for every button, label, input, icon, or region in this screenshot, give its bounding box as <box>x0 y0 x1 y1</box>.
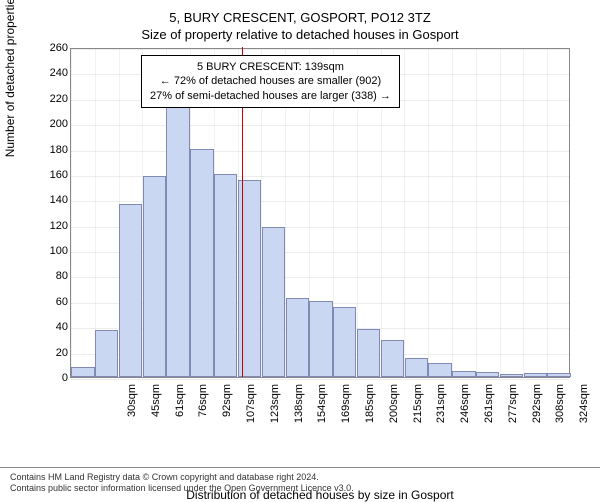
x-tick-label: 169sqm <box>340 384 352 434</box>
histogram-bar <box>381 340 404 377</box>
x-tick-label: 30sqm <box>126 384 138 434</box>
y-tick-label: 200 <box>30 118 68 130</box>
x-tick-label: 261sqm <box>483 384 495 434</box>
gridline-v <box>71 49 72 377</box>
gridline-v <box>404 49 405 377</box>
histogram-bar <box>357 329 380 377</box>
chart-title-main: 5, BURY CRESCENT, GOSPORT, PO12 3TZ <box>0 0 600 25</box>
gridline-v <box>547 49 548 377</box>
gridline-h <box>71 49 569 50</box>
chart-area: Number of detached properties 0204060801… <box>30 48 590 418</box>
y-tick-label: 180 <box>30 144 68 156</box>
gridline-v <box>523 49 524 377</box>
y-tick-label: 60 <box>30 296 68 308</box>
x-tick-label: 138sqm <box>293 384 305 434</box>
x-tick-label: 292sqm <box>531 384 543 434</box>
histogram-bar <box>166 100 189 377</box>
gridline-v <box>500 49 501 377</box>
histogram-bar <box>71 367 94 377</box>
histogram-bar <box>547 373 570 377</box>
histogram-bar <box>476 372 499 377</box>
y-tick-label: 20 <box>30 347 68 359</box>
x-tick-label: 61sqm <box>174 384 186 434</box>
chart-title-sub: Size of property relative to detached ho… <box>0 25 600 48</box>
histogram-bar <box>309 301 332 377</box>
y-tick-label: 240 <box>30 67 68 79</box>
histogram-bar <box>500 374 523 377</box>
histogram-bar <box>95 330 118 377</box>
x-tick-label: 246sqm <box>459 384 471 434</box>
x-tick-label: 92sqm <box>221 384 233 434</box>
histogram-bar <box>143 176 166 377</box>
histogram-bar <box>262 227 285 377</box>
y-tick-label: 0 <box>30 372 68 384</box>
y-axis-label: Number of detached properties <box>3 0 17 157</box>
footer-line-1: Contains HM Land Registry data © Crown c… <box>10 472 590 483</box>
x-tick-label: 215sqm <box>412 384 424 434</box>
histogram-bar <box>452 371 475 377</box>
x-tick-label: 200sqm <box>388 384 400 434</box>
histogram-bar <box>286 298 309 377</box>
annotation-line-2: ← 72% of detached houses are smaller (90… <box>150 74 391 88</box>
gridline-v <box>452 49 453 377</box>
annotation-line-3: 27% of semi-detached houses are larger (… <box>150 89 391 103</box>
histogram-bar <box>190 149 213 377</box>
y-tick-label: 80 <box>30 270 68 282</box>
histogram-bar <box>333 307 356 377</box>
gridline-v <box>95 49 96 377</box>
gridline-h <box>71 151 569 152</box>
x-tick-label: 123sqm <box>269 384 281 434</box>
x-tick-label: 185sqm <box>364 384 376 434</box>
histogram-bar <box>405 358 428 377</box>
x-tick-label: 107sqm <box>245 384 257 434</box>
x-tick-label: 76sqm <box>197 384 209 434</box>
x-tick-label: 154sqm <box>316 384 328 434</box>
histogram-bar <box>238 180 261 377</box>
x-tick-label: 277sqm <box>507 384 519 434</box>
footer: Contains HM Land Registry data © Crown c… <box>0 467 600 501</box>
gridline-h <box>71 379 569 380</box>
gridline-h <box>71 125 569 126</box>
y-tick-label: 120 <box>30 220 68 232</box>
y-tick-label: 40 <box>30 321 68 333</box>
y-tick-label: 100 <box>30 245 68 257</box>
y-tick-label: 260 <box>30 42 68 54</box>
x-tick-label: 308sqm <box>554 384 566 434</box>
x-tick-label: 324sqm <box>578 384 590 434</box>
annotation-box: 5 BURY CRESCENT: 139sqm ← 72% of detache… <box>141 55 400 108</box>
gridline-v <box>428 49 429 377</box>
footer-line-2: Contains public sector information licen… <box>10 483 590 494</box>
y-tick-label: 160 <box>30 169 68 181</box>
x-tick-label: 45sqm <box>150 384 162 434</box>
y-tick-label: 140 <box>30 194 68 206</box>
histogram-bar <box>524 373 547 377</box>
gridline-v <box>476 49 477 377</box>
histogram-bar <box>119 204 142 377</box>
plot-area: 5 BURY CRESCENT: 139sqm ← 72% of detache… <box>70 48 570 378</box>
x-tick-label: 231sqm <box>435 384 447 434</box>
y-tick-label: 220 <box>30 93 68 105</box>
histogram-bar <box>214 174 237 377</box>
histogram-bar <box>428 363 451 377</box>
annotation-line-1: 5 BURY CRESCENT: 139sqm <box>150 60 391 74</box>
